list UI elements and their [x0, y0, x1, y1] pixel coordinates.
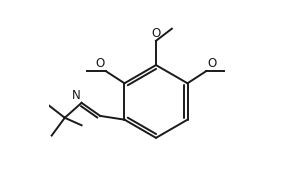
Text: N: N: [72, 89, 81, 102]
Text: O: O: [207, 57, 216, 70]
Text: O: O: [151, 27, 161, 40]
Text: O: O: [96, 57, 105, 70]
